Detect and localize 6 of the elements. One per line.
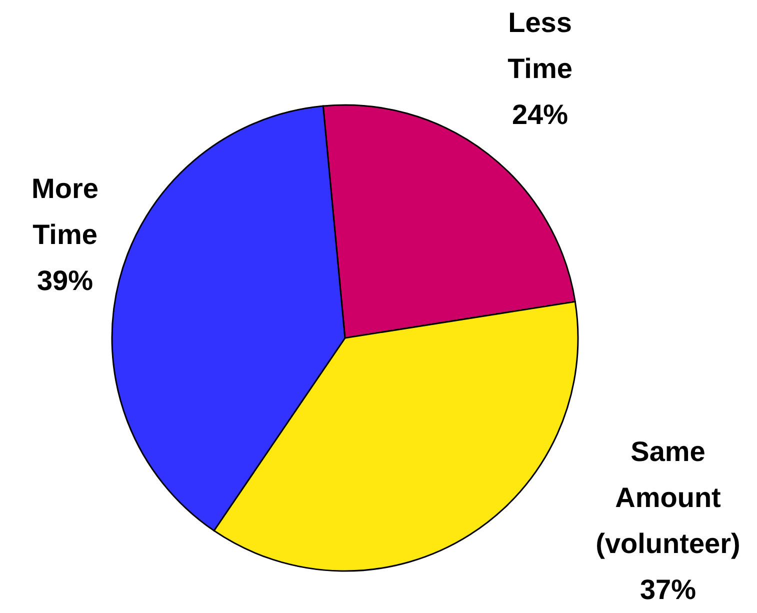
slice-label: Same Amount (volunteer) [596,436,740,559]
slice-label: More Time [32,173,98,250]
data-label: 37% [640,574,696,605]
data-label: 24% [512,99,568,130]
slice-label: Less Time [508,7,572,84]
data-label: 39% [36,265,94,296]
